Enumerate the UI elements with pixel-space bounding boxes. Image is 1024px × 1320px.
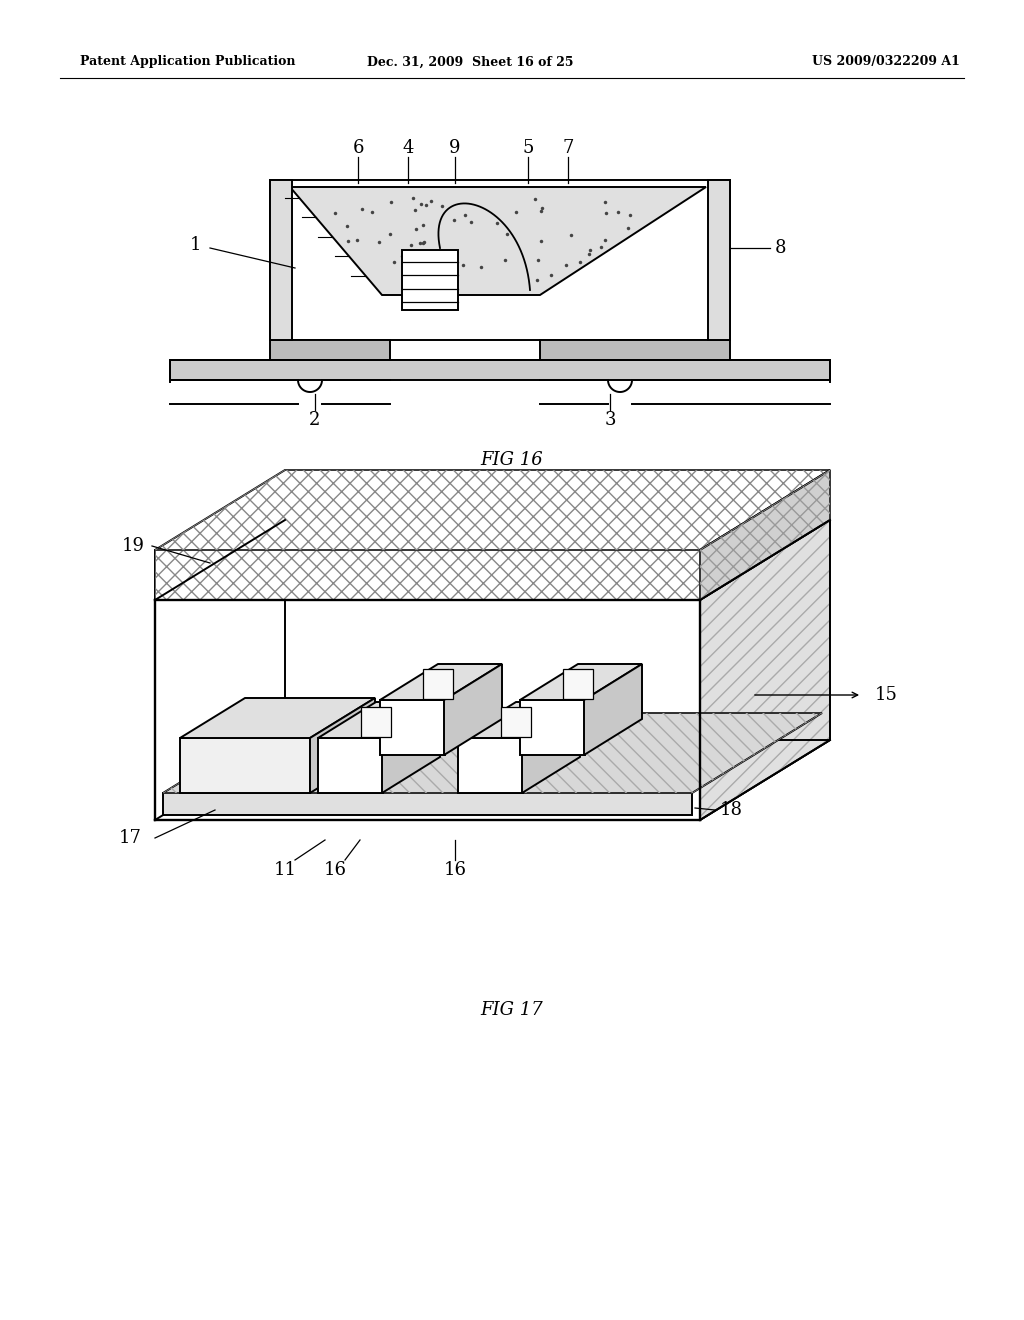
- Text: FIG 16: FIG 16: [480, 451, 544, 469]
- Polygon shape: [155, 520, 285, 820]
- Text: 16: 16: [324, 861, 346, 879]
- Polygon shape: [318, 702, 440, 738]
- Text: 1: 1: [189, 236, 201, 253]
- Polygon shape: [180, 698, 375, 738]
- Polygon shape: [520, 664, 642, 700]
- Text: 8: 8: [775, 239, 786, 257]
- Polygon shape: [700, 520, 830, 820]
- Polygon shape: [163, 713, 822, 793]
- Bar: [380, 700, 445, 755]
- Text: 16: 16: [443, 861, 467, 879]
- Bar: [563, 669, 593, 698]
- Polygon shape: [290, 187, 706, 294]
- Bar: [270, 341, 390, 360]
- Bar: [361, 706, 391, 737]
- Bar: [520, 700, 585, 755]
- Text: 15: 15: [874, 686, 898, 704]
- Bar: [270, 180, 292, 341]
- Polygon shape: [380, 664, 502, 700]
- Text: US 2009/0322209 A1: US 2009/0322209 A1: [812, 55, 961, 69]
- Text: Patent Application Publication: Patent Application Publication: [80, 55, 296, 69]
- Polygon shape: [700, 470, 830, 601]
- Bar: [270, 180, 730, 341]
- Bar: [540, 341, 730, 360]
- Polygon shape: [155, 741, 830, 820]
- Polygon shape: [155, 550, 700, 601]
- Polygon shape: [155, 470, 830, 550]
- Text: 2: 2: [309, 411, 321, 429]
- Bar: [501, 706, 531, 737]
- Bar: [423, 669, 453, 698]
- Polygon shape: [310, 698, 375, 793]
- Text: 3: 3: [604, 411, 615, 429]
- Text: 4: 4: [402, 139, 414, 157]
- Text: 19: 19: [122, 537, 145, 554]
- Bar: [163, 793, 692, 814]
- Text: 17: 17: [119, 829, 142, 847]
- Bar: [458, 738, 523, 793]
- Text: 11: 11: [273, 861, 297, 879]
- Polygon shape: [382, 702, 440, 793]
- Text: 7: 7: [562, 139, 573, 157]
- Polygon shape: [444, 664, 502, 755]
- Polygon shape: [285, 520, 830, 741]
- Polygon shape: [584, 664, 642, 755]
- Text: 18: 18: [720, 801, 743, 818]
- Bar: [170, 360, 830, 380]
- Bar: [708, 180, 730, 341]
- Bar: [402, 249, 458, 310]
- Text: 5: 5: [522, 139, 534, 157]
- Polygon shape: [522, 702, 580, 793]
- Text: 9: 9: [450, 139, 461, 157]
- Polygon shape: [458, 702, 580, 738]
- Bar: [180, 738, 310, 793]
- Text: 6: 6: [352, 139, 364, 157]
- Polygon shape: [155, 601, 700, 820]
- Text: FIG 17: FIG 17: [480, 1001, 544, 1019]
- Text: Dec. 31, 2009  Sheet 16 of 25: Dec. 31, 2009 Sheet 16 of 25: [367, 55, 573, 69]
- Bar: [318, 738, 383, 793]
